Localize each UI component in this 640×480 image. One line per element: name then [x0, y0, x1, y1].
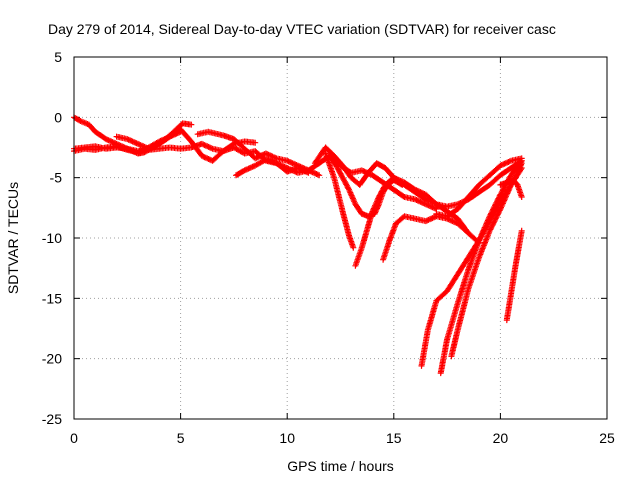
y-tick-label: -5: [50, 170, 63, 186]
chart-title: Day 279 of 2014, Sidereal Day-to-day VTE…: [48, 21, 556, 37]
series-arc-17: [497, 177, 525, 200]
y-tick-label: 5: [54, 49, 62, 65]
data-point-markers: [113, 126, 259, 164]
y-tick-label: -10: [42, 230, 62, 246]
series-arc-15: [448, 165, 525, 360]
series-arc-16: [503, 227, 525, 324]
plot-frame: [73, 56, 608, 420]
data-marks: [71, 114, 525, 377]
y-tick-label: -20: [42, 351, 62, 367]
axes: 0 5 10 15 20 25 5 0 -5 -10 -15 -20 -25: [42, 49, 615, 446]
x-tick-label: 15: [386, 430, 402, 446]
x-tick-label: 20: [493, 430, 509, 446]
x-tick-label: 5: [177, 430, 185, 446]
y-tick-label: 0: [54, 109, 62, 125]
grid: [74, 57, 607, 419]
x-tick-label: 25: [599, 430, 615, 446]
y-axis-title: SDTVAR / TECUs: [5, 182, 21, 294]
data-point-markers: [503, 227, 525, 324]
data-point-markers: [352, 157, 525, 269]
series-arc-4: [113, 126, 259, 164]
x-tick-label: 0: [70, 430, 78, 446]
data-point-markers: [433, 155, 525, 220]
data-point-markers: [322, 150, 357, 251]
data-point-markers: [448, 165, 525, 360]
series-arc-12: [433, 155, 525, 220]
y-tick-label: -25: [42, 411, 62, 427]
x-axis-title: GPS time / hours: [287, 458, 394, 474]
x-tick-label: 10: [279, 430, 295, 446]
data-point-markers: [497, 177, 525, 200]
series-arc-10: [352, 157, 525, 269]
y-tick-label: -15: [42, 290, 62, 306]
series-arc-8: [322, 150, 357, 251]
